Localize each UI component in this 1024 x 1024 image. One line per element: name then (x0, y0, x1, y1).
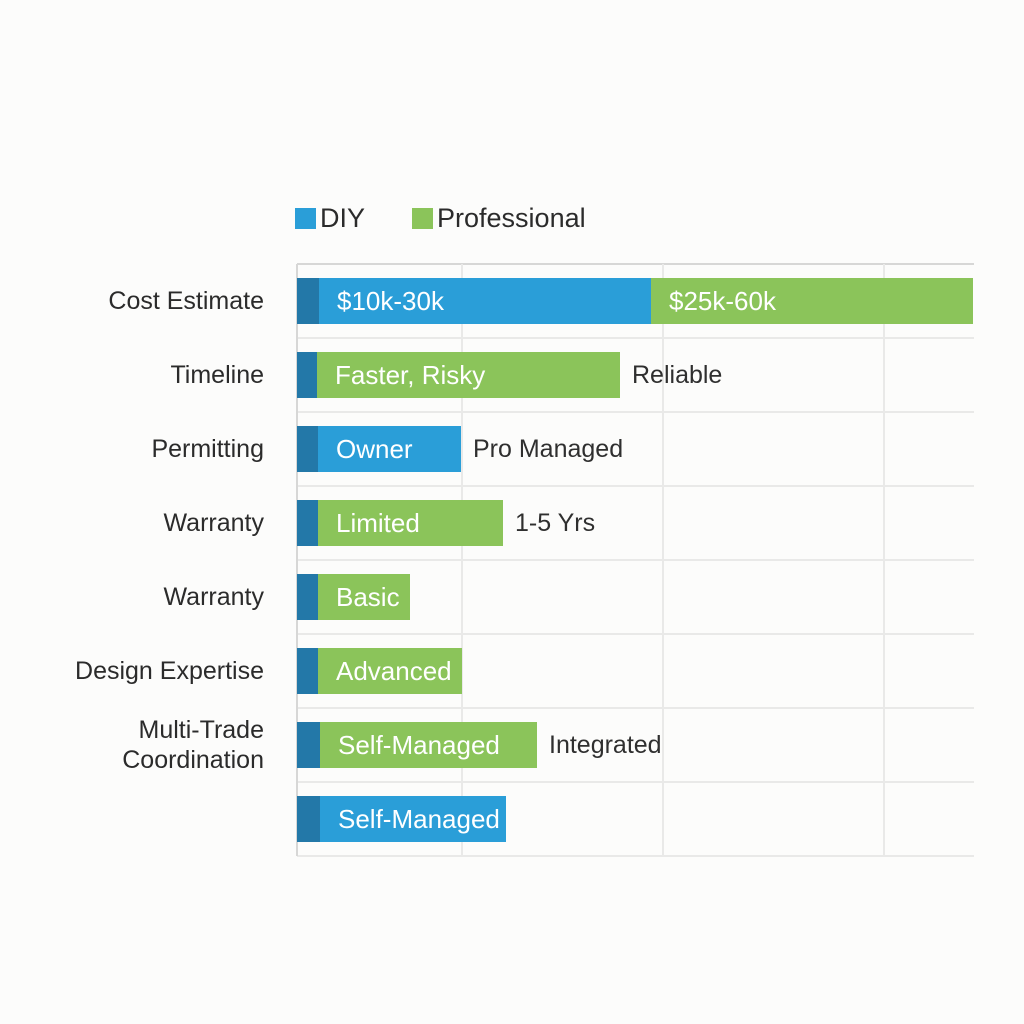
legend-item-professional: Professional (412, 205, 586, 232)
bar-value-label: Basic (336, 581, 400, 612)
v-gridline (883, 264, 885, 856)
category-label: Warranty (163, 583, 264, 611)
bar-value-label: Self-Managed (338, 729, 500, 760)
h-gridline (297, 337, 974, 339)
legend-item-diy: DIY (295, 205, 365, 232)
diy-swatch-icon (295, 208, 316, 229)
bar-segment-professional: Faster, Risky (317, 352, 620, 398)
category-label: Design Expertise (75, 657, 264, 685)
chart-row: Design Expertise Advanced (0, 634, 1024, 708)
chart-row: Timeline Faster, Risky Reliable (0, 338, 1024, 412)
bar-accent-segment (297, 574, 318, 620)
bar-segment-professional: Advanced (318, 648, 462, 694)
bar-group: Advanced (297, 634, 462, 708)
category-label (24, 782, 264, 856)
bar-segment-professional: Limited (318, 500, 503, 546)
bar-group: Self-Managed (297, 782, 506, 856)
bar-value-label: Self-Managed (338, 803, 500, 834)
h-gridline (297, 485, 974, 487)
bar-accent-segment (297, 722, 320, 768)
bar-segment-professional: Self-Managed (320, 722, 537, 768)
category-label: Cost Estimate (108, 287, 264, 315)
professional-swatch-icon (412, 208, 434, 229)
v-gridline (296, 264, 298, 856)
category-label: Permitting (151, 435, 264, 463)
legend-label-diy: DIY (320, 203, 366, 233)
h-gridline (297, 263, 974, 265)
bar-value-label: $25k-60k (669, 285, 776, 316)
bar-value-label: Limited (336, 507, 420, 538)
bar-accent-segment (297, 648, 318, 694)
bar-annotation: Pro Managed (473, 434, 624, 463)
chart-row: Self-Managed (0, 782, 1024, 856)
chart-row: Permitting Owner Pro Managed (0, 412, 1024, 486)
bar-annotation: 1-5 Yrs (515, 508, 596, 537)
bar-value-label: Faster, Risky (335, 359, 486, 390)
chart-row: Warranty Limited 1-5 Yrs (0, 486, 1024, 560)
v-gridline (461, 264, 463, 856)
bar-annotation: Reliable (632, 360, 723, 389)
bar-accent-segment (297, 796, 320, 842)
bar-group: Faster, Risky Reliable (297, 338, 722, 412)
bar-accent-segment (297, 500, 318, 546)
bar-value-label: $10k-30k (337, 285, 444, 316)
h-gridline (297, 781, 974, 783)
bar-group: Limited 1-5 Yrs (297, 486, 595, 560)
legend: DIY Professional (295, 205, 586, 232)
h-gridline (297, 855, 974, 857)
h-gridline (297, 633, 974, 635)
legend-label-professional: Professional (437, 203, 586, 233)
chart-row: Multi-Trade Coordination Self-Managed Inte… (0, 708, 1024, 782)
bar-segment-diy: Self-Managed (320, 796, 506, 842)
category-label: Warranty (163, 509, 264, 537)
bar-segment-diy: Owner (318, 426, 461, 472)
plot-area: Cost Estimate $10k-30k $25k-60k Timeline Fas… (0, 263, 1024, 857)
bar-accent-segment (297, 426, 318, 472)
h-gridline (297, 707, 974, 709)
bar-segment-professional: $25k-60k (651, 278, 973, 324)
category-label: Timeline (170, 361, 264, 389)
v-gridline (662, 264, 664, 856)
chart-row: Warranty Basic (0, 560, 1024, 634)
bar-group: Owner Pro Managed (297, 412, 623, 486)
bar-value-label: Advanced (336, 655, 452, 686)
bar-group: Basic (297, 560, 410, 634)
bar-annotation: Integrated (549, 730, 662, 759)
h-gridline (297, 559, 974, 561)
bar-segment-diy: $10k-30k (319, 278, 651, 324)
bar-value-label: Owner (336, 433, 413, 464)
bar-segment-professional: Basic (318, 574, 410, 620)
bar-accent-segment (297, 278, 319, 324)
h-gridline (297, 411, 974, 413)
bar-group: Self-Managed Integrated (297, 708, 662, 782)
bar-group: $10k-30k $25k-60k (297, 264, 973, 338)
category-label: Multi-Trade Coordination (122, 716, 264, 774)
bar-accent-segment (297, 352, 317, 398)
chart-row: Cost Estimate $10k-30k $25k-60k (0, 264, 1024, 338)
